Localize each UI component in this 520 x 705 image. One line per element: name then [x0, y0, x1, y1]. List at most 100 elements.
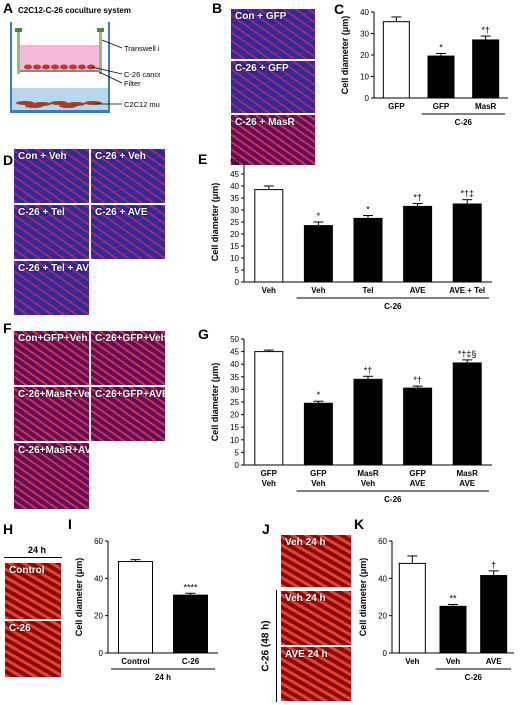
- y-axis-label: Cell diameter (μm): [74, 558, 84, 637]
- y-tick-label: 15: [230, 423, 239, 432]
- coculture-diagram: C2C12-C-26 coculture system Transwell in…: [10, 6, 160, 113]
- y-tick-label: 25: [230, 398, 239, 407]
- bar: [398, 562, 426, 654]
- panel-label-d: D: [3, 152, 14, 168]
- bar: [439, 605, 467, 654]
- h-header: 24 h: [28, 545, 47, 555]
- category-label: GFP: [261, 469, 278, 478]
- bar: [472, 39, 500, 99]
- y-tick-label: 40: [378, 574, 387, 583]
- y-tick-label: 0: [235, 278, 240, 287]
- callout-transwell: Transwell insert: [124, 44, 160, 53]
- category-label: MasR: [357, 469, 379, 478]
- y-tick-label: 20: [230, 411, 239, 420]
- bar: [480, 575, 508, 654]
- category-label: Veh: [262, 286, 276, 295]
- y-tick-label: 45: [230, 170, 239, 179]
- panel-label-j: J: [262, 521, 270, 537]
- callout-filter: Filter: [124, 79, 141, 88]
- y-tick-label: 40: [230, 182, 239, 191]
- category-label: Veh: [361, 479, 375, 488]
- y-tick-label: 30: [230, 206, 239, 215]
- y-tick-label: 0: [99, 649, 104, 658]
- significance-mark: **: [449, 593, 457, 603]
- group-label: C-26: [384, 495, 402, 504]
- significance-mark: ****: [183, 582, 198, 592]
- significance-mark: *†: [481, 25, 490, 35]
- micrograph-f-2: C-26+GFP+Veh: [90, 330, 166, 386]
- callout-cancer-cells: C-26 cancer cells: [124, 70, 160, 79]
- micrograph-f-4: C-26+GFP+AVE: [90, 386, 166, 442]
- y-tick-label: 30: [230, 385, 239, 394]
- bar: [118, 561, 153, 654]
- y-tick-label: 5: [235, 448, 240, 457]
- category-label: Veh: [311, 479, 325, 488]
- micrograph-h-1: Control: [4, 562, 62, 620]
- group-label: C-26: [455, 118, 473, 127]
- significance-mark: *: [366, 205, 370, 215]
- y-tick-label: 15: [230, 242, 239, 251]
- micrograph-f-3: C-26+MasR+Veh: [13, 386, 90, 442]
- category-label: AVE: [459, 479, 476, 488]
- y-tick-label: 10: [230, 254, 239, 263]
- significance-mark: *†: [364, 365, 373, 375]
- micrograph-d-3: C-26 + Tel: [13, 204, 90, 260]
- panel-label-b: B: [212, 0, 223, 16]
- significance-mark: *†: [413, 193, 422, 203]
- micrograph-b-1: Con + GFP: [230, 8, 316, 60]
- micrograph-f-1: Con+GFP+Veh: [13, 330, 90, 386]
- y-tick-label: 50: [230, 335, 239, 344]
- panel-label-g: G: [198, 326, 209, 342]
- micrograph-f-5: C-26+MasR+AVE: [13, 442, 90, 510]
- category-label: Veh: [311, 286, 325, 295]
- category-label: MasR: [475, 102, 497, 111]
- y-tick-label: 35: [230, 373, 239, 382]
- bar: [353, 378, 383, 466]
- y-tick-label: 60: [378, 537, 387, 546]
- y-tick-label: 0: [383, 649, 388, 658]
- chart-k: K 0 20 40 60 Cell diameter (μm) Veh ** Veh † AVEC-…: [354, 516, 514, 682]
- significance-mark: †: [491, 560, 496, 570]
- micrograph-j-3: AVE 24 h: [280, 646, 352, 702]
- y-tick-label: 40: [360, 8, 369, 17]
- y-tick-label: 10: [360, 73, 369, 82]
- panel-label-e: E: [198, 151, 207, 167]
- significance-mark: *: [439, 42, 443, 52]
- category-label: AVE: [486, 657, 503, 666]
- y-axis-label: Cell diameter (μm): [358, 558, 368, 637]
- bar: [452, 362, 482, 466]
- bar: [427, 55, 455, 99]
- micrograph-d-5: C-26 + Tel + AVE: [13, 260, 90, 316]
- y-axis-label: Cell diameter (μm): [210, 363, 220, 442]
- micrograph-j-2: Veh 24 h: [280, 590, 352, 646]
- y-tick-label: 25: [230, 218, 239, 227]
- category-label: GFP: [433, 102, 450, 111]
- bar: [403, 205, 433, 283]
- micrograph-b-3: C-26 + MasR: [230, 114, 316, 166]
- bar: [303, 402, 333, 466]
- category-label: GFP: [388, 102, 405, 111]
- bar: [403, 387, 433, 466]
- bar: [382, 21, 410, 99]
- panel-label-h: H: [3, 521, 14, 537]
- significance-mark: *†: [413, 375, 422, 385]
- y-tick-label: 20: [360, 51, 369, 60]
- y-axis-label: Cell diameter (μm): [210, 183, 220, 262]
- j-side-label: C-26 (48 h): [260, 620, 272, 672]
- bar: [254, 351, 284, 466]
- panel-label-i: I: [68, 516, 72, 532]
- significance-mark: *†‡§: [458, 349, 477, 359]
- chart-i: I 0 20 40 60 Cell diameter (μm) Control **** C-2…: [68, 516, 218, 682]
- chart-c: C 0 10 20 30 40 Cell diameter (μm) GFP * GFP *† Mas…: [334, 1, 508, 127]
- h-header-rule: [4, 557, 62, 558]
- significance-mark: *: [317, 390, 321, 400]
- micrograph-b-2: C-26 + GFP: [230, 60, 316, 114]
- micrograph-d-2: C-26 + Veh: [90, 148, 166, 204]
- category-label: C-26: [182, 657, 200, 666]
- y-tick-label: 40: [94, 574, 103, 583]
- callout-muscle-cells: C2C12 muscle cells: [124, 100, 160, 109]
- y-tick-label: 60: [94, 537, 103, 546]
- category-label: MasR: [457, 469, 479, 478]
- y-tick-label: 30: [360, 30, 369, 39]
- y-tick-label: 20: [230, 230, 239, 239]
